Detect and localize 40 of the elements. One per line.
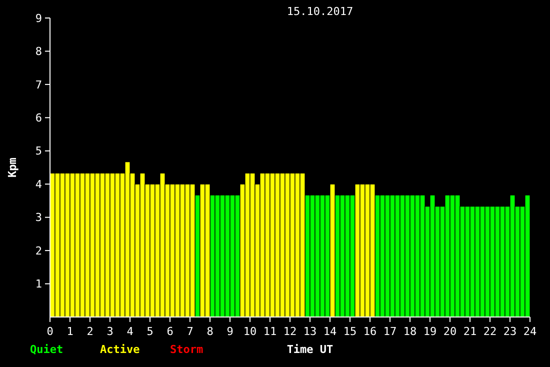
x-tick-label: 13 xyxy=(303,325,317,338)
y-tick-label: 3 xyxy=(35,211,42,224)
chart-title: 15.10.2017 xyxy=(286,5,354,18)
x-tick-label: 12 xyxy=(283,325,297,338)
y-tick-label: 1 xyxy=(35,278,42,291)
x-tick-label: 15 xyxy=(343,325,357,338)
x-tick-label: 8 xyxy=(206,325,214,338)
text: Active xyxy=(100,343,140,356)
x-tick-label: 18 xyxy=(403,325,417,338)
x-tick-label: 6 xyxy=(166,325,174,338)
x-tick-label: 23 xyxy=(503,325,517,338)
y-tick-label: 6 xyxy=(35,112,42,125)
legend-label: Storm xyxy=(170,343,204,356)
x-tick-label: 14 xyxy=(323,325,337,338)
x-tick-label: 9 xyxy=(226,325,234,338)
x-tick-label: 2 xyxy=(86,325,94,338)
x-tick-label: 7 xyxy=(186,325,194,338)
y-tick-label: 4 xyxy=(35,178,42,191)
x-tick-label: 11 xyxy=(263,325,277,338)
y-axis-title: Kpm xyxy=(6,157,19,178)
x-tick-label: 5 xyxy=(146,325,154,338)
x-tick-label: 22 xyxy=(483,325,497,338)
y-tick-label: 2 xyxy=(35,244,42,258)
x-tick-label: 10 xyxy=(243,325,257,338)
y-tick-label: 8 xyxy=(35,45,42,58)
x-tick-label: 20 xyxy=(443,325,457,338)
y-tick-label: 9 xyxy=(35,12,42,25)
x-tick-label: 16 xyxy=(363,325,377,338)
y-tick-label: 7 xyxy=(35,78,42,92)
x-tick-label: 4 xyxy=(126,325,134,338)
x-tick-label: 21 xyxy=(463,325,477,338)
text: Quiet xyxy=(30,343,64,356)
x-tick-label: 3 xyxy=(106,325,114,338)
x-axis-title: Time UT xyxy=(286,343,334,356)
x-tick-label: 17 xyxy=(383,325,397,338)
x-tick-label: 19 xyxy=(423,325,437,338)
y-tick-label: 5 xyxy=(35,144,42,158)
x-tick-label: 24 xyxy=(523,325,537,338)
x-tick-label: 1 xyxy=(66,325,74,338)
x-tick-label: 0 xyxy=(46,325,54,338)
